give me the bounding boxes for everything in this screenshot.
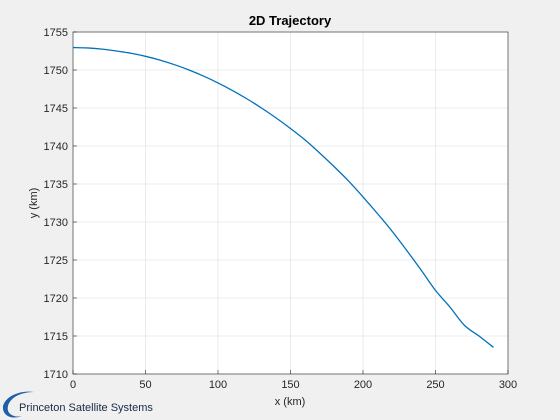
y-axis: 1710 1715 1720 1725 1730 1735 1740 1745 1750 1755 bbox=[44, 27, 77, 381]
logo-swoosh-icon bbox=[2, 391, 34, 418]
y-tick-label: 1730 bbox=[44, 217, 68, 229]
logo-text: Princeton Satellite Systems bbox=[19, 402, 153, 414]
company-logo: Princeton Satellite Systems bbox=[2, 391, 153, 418]
chart-title: 2D Trajectory bbox=[249, 13, 332, 28]
y-tick-label: 1740 bbox=[44, 141, 68, 153]
x-axis: 0 50 100 150 200 250 300 bbox=[70, 370, 517, 391]
y-tick-label: 1710 bbox=[44, 369, 68, 381]
y-tick-label: 1725 bbox=[44, 255, 68, 267]
x-tick-label: 150 bbox=[281, 379, 299, 391]
series-layer bbox=[72, 46, 494, 348]
x-tick-label: 250 bbox=[426, 379, 444, 391]
y-tick-label: 1715 bbox=[44, 331, 68, 343]
y-tick-label: 1735 bbox=[44, 179, 68, 191]
y-axis-label: y (km) bbox=[28, 188, 40, 219]
trajectory-line bbox=[72, 46, 494, 348]
x-tick-label: 100 bbox=[209, 379, 227, 391]
x-tick-label: 50 bbox=[139, 379, 151, 391]
y-tick-label: 1755 bbox=[44, 27, 68, 39]
y-tick-label: 1720 bbox=[44, 293, 68, 305]
x-tick-label: 200 bbox=[354, 379, 372, 391]
x-tick-label: 300 bbox=[499, 379, 517, 391]
y-tick-label: 1745 bbox=[44, 103, 68, 115]
x-axis-label: x (km) bbox=[275, 396, 306, 408]
y-tick-label: 1750 bbox=[44, 65, 68, 77]
x-tick-label: 0 bbox=[70, 379, 76, 391]
